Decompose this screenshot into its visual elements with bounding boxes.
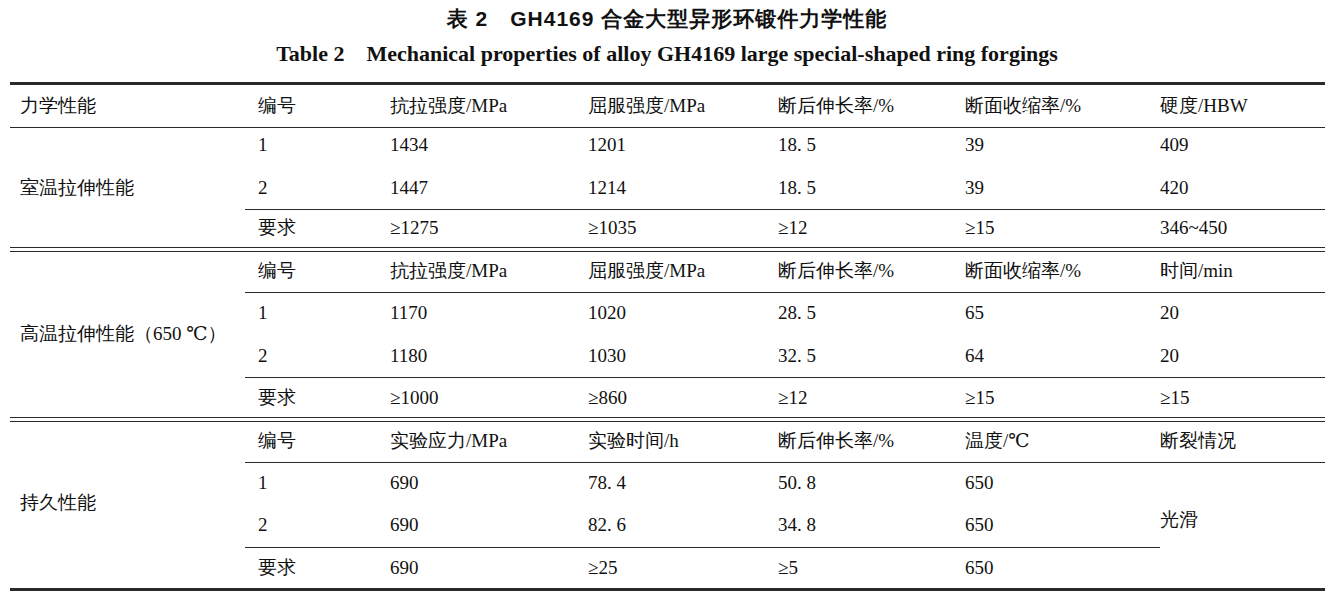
cell: 2 (258, 514, 390, 536)
table-row: 2 690 82. 6 34. 8 650 (0, 504, 1334, 546)
cell: 1020 (588, 302, 778, 324)
cell: 1170 (390, 302, 588, 324)
header-cell-reduction-of-area: 断面收缩率/% (965, 258, 1160, 284)
header-cell-number: 编号 (258, 258, 390, 284)
header-cell-fracture-condition: 断裂情况 (1160, 428, 1334, 454)
header-cell-temperature: 温度/℃ (965, 428, 1160, 454)
cell: 1030 (588, 345, 778, 367)
cell: 32. 5 (778, 345, 965, 367)
cell: 82. 6 (588, 514, 778, 536)
cell: 1 (258, 472, 390, 494)
cell: 346~450 (1160, 217, 1334, 239)
cell: ≥15 (965, 387, 1160, 409)
header-cell-time: 时间/min (1160, 258, 1334, 284)
cell: 要求 (258, 385, 390, 411)
header-cell-number: 编号 (258, 428, 390, 454)
cell: 1201 (588, 134, 778, 156)
header-cell-mechanical-property: 力学性能 (20, 93, 258, 119)
cell: 690 (390, 472, 588, 494)
table-row: 2 1447 1214 18. 5 39 420 (0, 167, 1334, 209)
cell: ≥15 (1160, 387, 1334, 409)
cell: 64 (965, 345, 1160, 367)
table-title-zh: 表 2 GH4169 合金大型异形环锻件力学性能 (0, 5, 1334, 33)
header-cell-elongation: 断后伸长率/% (778, 93, 965, 119)
header-cell-reduction-of-area: 断面收缩率/% (965, 93, 1160, 119)
paper-table-page: 表 2 GH4169 合金大型异形环锻件力学性能 Table 2 Mechani… (0, 0, 1334, 597)
header-cell-elongation: 断后伸长率/% (778, 258, 965, 284)
cell: ≥1035 (588, 217, 778, 239)
cell: 1434 (390, 134, 588, 156)
table-row: 1 690 78. 4 50. 8 650 (0, 462, 1334, 504)
cell: ≥12 (778, 217, 965, 239)
cell: ≥12 (778, 387, 965, 409)
cell: ≥15 (965, 217, 1160, 239)
cell: 50. 8 (778, 472, 965, 494)
table-row-requirement: 要求 ≥1000 ≥860 ≥12 ≥15 ≥15 (0, 377, 1334, 419)
cell: 28. 5 (778, 302, 965, 324)
table-header-row: 编号 实验应力/MPa 实验时间/h 断后伸长率/% 温度/℃ 断裂情况 (0, 420, 1334, 462)
cell: 2 (258, 177, 390, 199)
cell: 39 (965, 177, 1160, 199)
cell: 65 (965, 302, 1160, 324)
cell: 18. 5 (778, 134, 965, 156)
cell: 690 (390, 557, 588, 579)
cell: ≥860 (588, 387, 778, 409)
cell: ≥1275 (390, 217, 588, 239)
cell: 409 (1160, 134, 1334, 156)
cell: 690 (390, 514, 588, 536)
table-header-row: 力学性能 编号 抗拉强度/MPa 屈服强度/MPa 断后伸长率/% 断面收缩率/… (0, 85, 1334, 127)
cell: 18. 5 (778, 177, 965, 199)
cell: 20 (1160, 302, 1334, 324)
table-row-requirement: 要求 690 ≥25 ≥5 650 (0, 547, 1334, 589)
cell: 20 (1160, 345, 1334, 367)
cell: 1447 (390, 177, 588, 199)
cell: 650 (965, 557, 1160, 579)
header-cell-elongation: 断后伸长率/% (778, 428, 965, 454)
cell: 要求 (258, 215, 390, 241)
cell: ≥1000 (390, 387, 588, 409)
cell: 1214 (588, 177, 778, 199)
cell: 78. 4 (588, 472, 778, 494)
header-cell-number: 编号 (258, 93, 390, 119)
group-label-high-temp-tensile: 高温拉伸性能（650 ℃） (20, 313, 227, 355)
table-row-requirement: 要求 ≥1275 ≥1035 ≥12 ≥15 346~450 (0, 207, 1334, 249)
cell: 650 (965, 514, 1160, 536)
header-cell-test-stress: 实验应力/MPa (390, 428, 588, 454)
header-cell-test-time: 实验时间/h (588, 428, 778, 454)
cell: 650 (965, 472, 1160, 494)
cell: 420 (1160, 177, 1334, 199)
header-cell-tensile-strength: 抗拉强度/MPa (390, 258, 588, 284)
cell: ≥25 (588, 557, 778, 579)
cell: 1 (258, 302, 390, 324)
table-title-en: Table 2 Mechanical properties of alloy G… (0, 39, 1334, 69)
cell: 1 (258, 134, 390, 156)
group-label-room-temp-tensile: 室温拉伸性能 (20, 167, 134, 209)
merged-cell-fracture-smooth: 光滑 (1160, 499, 1198, 541)
cell: 34. 8 (778, 514, 965, 536)
header-cell-hardness: 硬度/HBW (1160, 93, 1334, 119)
table-header-row: 编号 抗拉强度/MPa 屈服强度/MPa 断后伸长率/% 断面收缩率/% 时间/… (0, 250, 1334, 292)
header-cell-yield-strength: 屈服强度/MPa (588, 258, 778, 284)
cell: 39 (965, 134, 1160, 156)
table-row: 1 1434 1201 18. 5 39 409 (0, 124, 1334, 166)
header-cell-yield-strength: 屈服强度/MPa (588, 93, 778, 119)
header-cell-tensile-strength: 抗拉强度/MPa (390, 93, 588, 119)
cell: ≥5 (778, 557, 965, 579)
cell: 2 (258, 345, 390, 367)
cell: 要求 (258, 555, 390, 581)
group-label-endurance: 持久性能 (20, 482, 96, 524)
cell: 1180 (390, 345, 588, 367)
